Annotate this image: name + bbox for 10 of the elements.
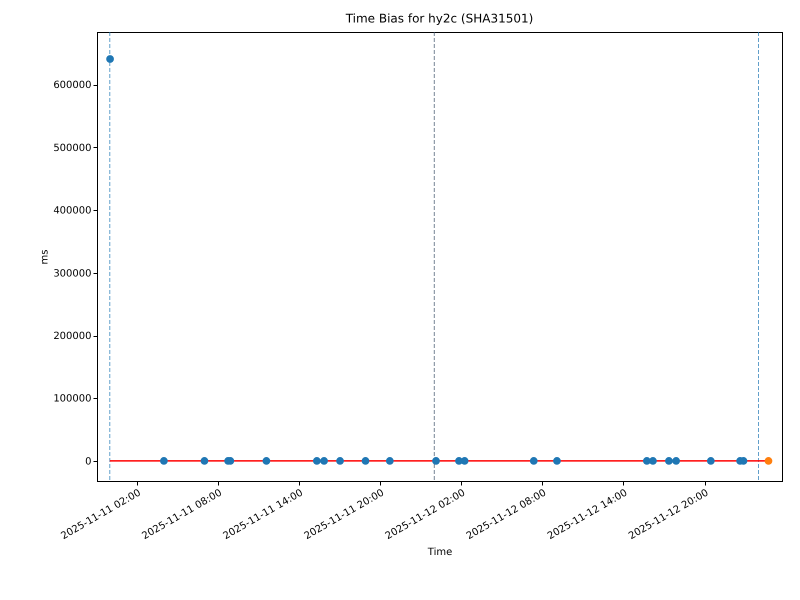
y-tick-label: 0 <box>85 456 92 468</box>
y-tick-label: 400000 <box>53 206 92 217</box>
y-tick-label: 500000 <box>53 142 92 154</box>
chart-title: Time Bias for hy2c (SHA31501) <box>344 12 534 26</box>
x-axis-title: Time <box>426 547 452 558</box>
y-axis-title: ms <box>39 250 50 264</box>
y-tick-label: 100000 <box>53 394 92 405</box>
y-tick-label: 200000 <box>53 331 92 342</box>
y-tick-label: 300000 <box>53 268 92 280</box>
y-tick-label: 600000 <box>53 80 92 92</box>
